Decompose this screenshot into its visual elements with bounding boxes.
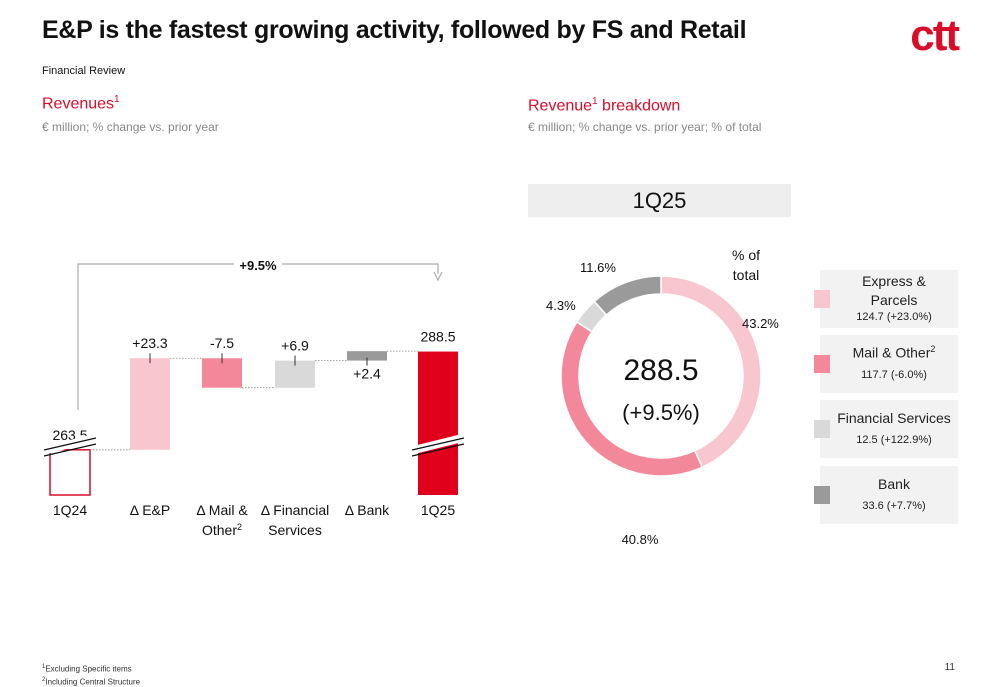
legend-swatch — [814, 355, 830, 373]
axis-break-mark — [43, 437, 97, 451]
donut-center-change: (+9.5%) — [622, 400, 700, 425]
footnote-2: 2Including Central Structure — [42, 676, 141, 687]
breakdown-title: Revenue1 breakdown — [528, 96, 681, 115]
waterfall-category-label: Δ Mail & — [196, 502, 248, 518]
waterfall-category-label: Δ E&P — [130, 502, 170, 518]
donut-share-label: 43.2% — [742, 316, 779, 331]
donut-slice — [560, 320, 704, 477]
growth-arrow — [433, 271, 443, 282]
waterfall-bar — [347, 351, 387, 361]
donut-slice — [593, 275, 662, 316]
legend-swatch — [814, 290, 830, 308]
waterfall-value-label: +23.3 — [132, 335, 168, 351]
waterfall-bar — [130, 358, 170, 450]
legend-item: Financial Services 12.5 (+122.9%) — [814, 400, 958, 458]
legend-value: 124.7 (+23.0%) — [856, 311, 932, 323]
legend-value: 117.7 (-6.0%) — [861, 369, 927, 381]
revenue-donut-chart: 43.2% 40.8% 4.3% 11.6% 288.5 (+9.5%) % of total — [546, 247, 779, 547]
legend-item: Express & Parcels 124.7 (+23.0%) — [814, 270, 958, 328]
section-label: Financial Review — [42, 65, 126, 77]
legend-name: Mail & Other2 — [852, 344, 936, 361]
footnote-1: 1Excluding Specific items — [42, 664, 132, 674]
axis-break-mark — [43, 443, 97, 457]
legend-value: 33.6 (+7.7%) — [862, 500, 926, 512]
waterfall-category-label: Δ Financial — [261, 502, 330, 518]
donut-center-value: 288.5 — [623, 354, 698, 387]
waterfall-category-label: Δ Bank — [345, 502, 390, 518]
growth-label: +9.5% — [239, 258, 277, 273]
page-number: 11 — [944, 662, 955, 673]
ctt-logo: ctt — [910, 11, 960, 60]
legend-value: 12.5 (+122.9%) — [856, 434, 932, 446]
legend-swatch — [814, 486, 830, 504]
legend-name: Bank — [878, 476, 910, 492]
legend-name: Financial Services — [837, 410, 951, 426]
waterfall-category-label: Services — [268, 522, 322, 538]
revenues-subtitle: € million; % change vs. prior year — [42, 120, 219, 134]
waterfall-bar — [418, 351, 458, 495]
waterfall-bar — [49, 449, 91, 496]
axis-break-mark — [411, 443, 465, 457]
waterfall-value-label: +2.4 — [353, 366, 381, 382]
legend-item: Mail & Other2 117.7 (-6.0%) — [814, 335, 958, 393]
waterfall-value-label: 288.5 — [420, 329, 455, 345]
waterfall-category-label: 1Q24 — [53, 502, 87, 518]
donut-share-label: 4.3% — [546, 298, 576, 313]
waterfall-value-label: +6.9 — [281, 338, 309, 354]
donut-share-label: 11.6% — [580, 260, 616, 275]
footnotes: 1Excluding Specific items 2Including Cen… — [42, 662, 140, 687]
axis-break-mark — [411, 437, 465, 451]
waterfall-category-label: Other2 — [202, 522, 242, 538]
legend-name: Express & Parcels — [862, 273, 926, 308]
pct-of-total-label: % of — [732, 247, 760, 263]
breakdown-subtitle: € million; % change vs. prior year; % of… — [528, 120, 762, 134]
revenues-title: Revenues1 — [42, 94, 120, 113]
waterfall-value-label: -7.5 — [210, 335, 234, 351]
legend-item: Bank 33.6 (+7.7%) — [814, 466, 958, 524]
period-label: 1Q25 — [528, 184, 791, 217]
pct-of-total-label: total — [733, 267, 759, 283]
waterfall-category-label: 1Q25 — [421, 502, 455, 518]
page-title: E&P is the fastest growing activity, fol… — [42, 16, 747, 44]
donut-share-label: 40.8% — [622, 532, 659, 547]
growth-label-bg — [234, 256, 282, 274]
legend-swatch — [814, 420, 830, 438]
